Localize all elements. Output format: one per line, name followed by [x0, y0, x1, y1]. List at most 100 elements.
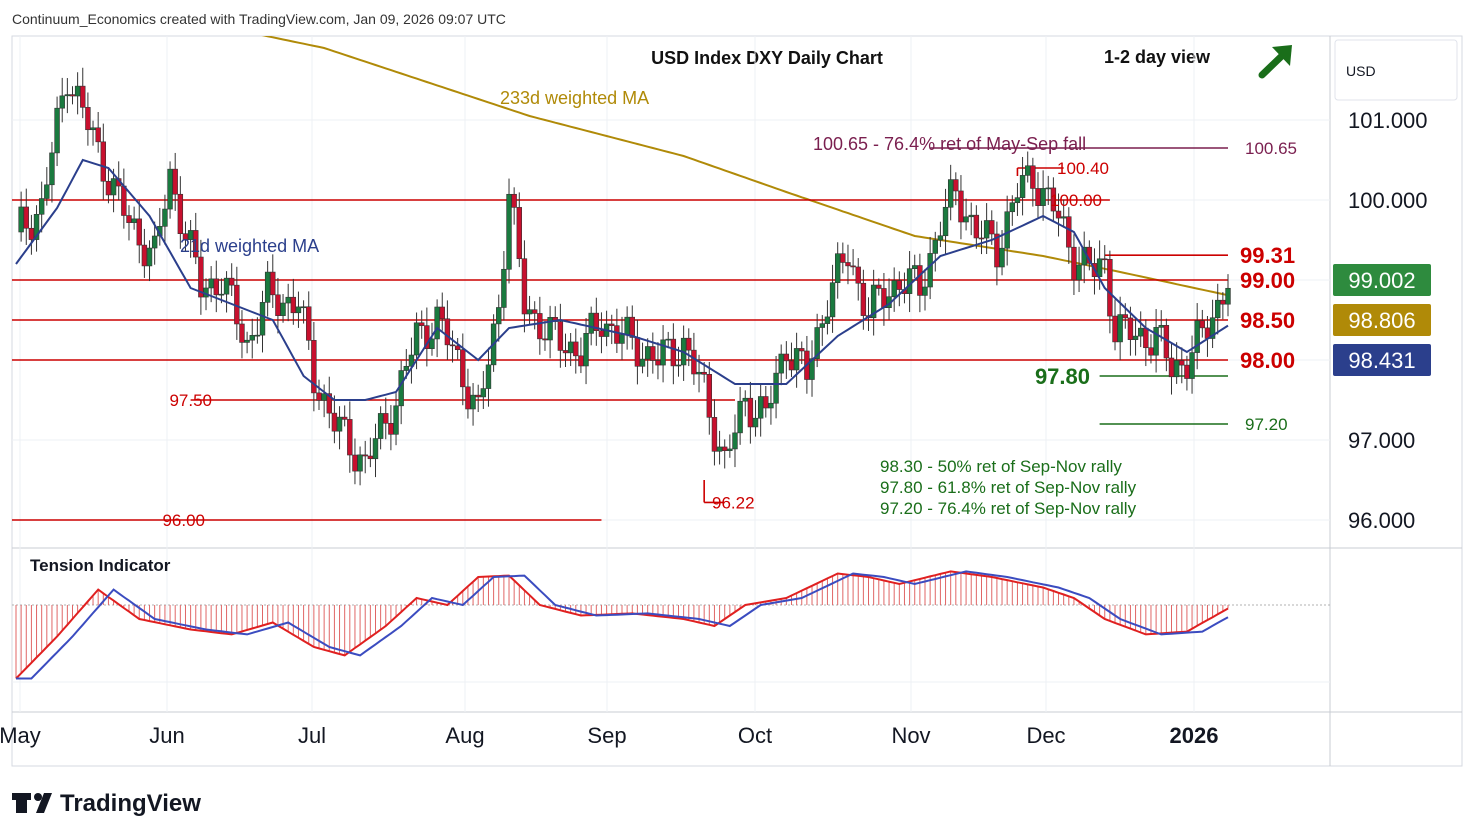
- candle-body: [912, 265, 918, 270]
- candle-body: [85, 107, 91, 131]
- candle-body: [1122, 314, 1128, 319]
- candle-body: [526, 309, 533, 315]
- candle-body: [588, 312, 594, 334]
- candle-body: [824, 316, 831, 324]
- candle-body: [1004, 211, 1010, 249]
- candle-body: [670, 338, 677, 367]
- y-tick-label: 100.000: [1348, 188, 1428, 213]
- candle-body: [1066, 216, 1072, 248]
- candle-body: [429, 338, 435, 349]
- candle-body: [485, 364, 492, 389]
- candle-body: [249, 335, 255, 341]
- candle-body: [151, 235, 158, 249]
- y-tick-label: 97.000: [1348, 428, 1415, 453]
- candle-body: [49, 152, 55, 186]
- candle-body: [742, 397, 748, 402]
- candle-body: [372, 438, 379, 460]
- candle-body: [711, 417, 718, 452]
- candle-body: [131, 218, 137, 223]
- level-label-97.50: 97.50: [169, 391, 212, 410]
- candle-body: [906, 268, 913, 294]
- candle-body: [727, 448, 733, 452]
- candle-body: [1225, 287, 1231, 305]
- currency-button[interactable]: USD: [1334, 39, 1458, 101]
- x-tick-label: Aug: [445, 723, 484, 748]
- candle-body: [578, 355, 584, 367]
- candle-body: [922, 286, 928, 296]
- candle-body: [644, 346, 651, 360]
- candle-body: [1014, 197, 1021, 204]
- candle-body: [64, 94, 71, 97]
- candle-body: [33, 213, 40, 240]
- candle-body: [167, 168, 173, 210]
- candle-body: [54, 107, 60, 154]
- y-tick-label: 96.000: [1348, 508, 1415, 533]
- candle-body: [567, 341, 574, 354]
- candle-body: [655, 360, 661, 366]
- candle-body: [470, 394, 476, 410]
- candle-body: [496, 307, 502, 325]
- candle-body: [1060, 216, 1067, 219]
- level-label-100.65: 100.65: [1245, 139, 1297, 158]
- candle-body: [942, 206, 949, 237]
- view-label: 1-2 day view: [1104, 47, 1211, 67]
- ma233-path: [261, 36, 1229, 297]
- candle-body: [321, 393, 327, 401]
- candle-body: [547, 317, 553, 341]
- candle-body: [1107, 259, 1113, 317]
- price-badge-text: 99.002: [1348, 268, 1415, 293]
- candle-body: [855, 266, 861, 284]
- level-label-96.00: 96.00: [162, 511, 205, 530]
- candle-body: [793, 348, 800, 371]
- candle-body: [141, 244, 148, 267]
- candle-body: [1158, 325, 1164, 328]
- candle-body: [788, 360, 795, 371]
- candle-body: [968, 214, 974, 218]
- candle-body: [136, 218, 142, 246]
- candle-body: [583, 333, 589, 367]
- candle-body: [537, 313, 543, 340]
- candle-body: [542, 338, 548, 341]
- candle-body: [439, 306, 445, 320]
- x-tick-label: Jul: [298, 723, 326, 748]
- candle-body: [264, 271, 271, 303]
- candle-body: [840, 253, 846, 263]
- candle-body: [1153, 327, 1159, 356]
- candle-body: [1194, 320, 1200, 353]
- candle-body: [1199, 320, 1206, 329]
- candle-body: [177, 193, 184, 234]
- candle-body: [1168, 357, 1175, 378]
- price-badge: [1333, 264, 1431, 296]
- candle-body: [686, 337, 692, 351]
- level-label-99.00: 99.00: [1240, 268, 1295, 293]
- candle-body: [516, 207, 522, 260]
- candle-body: [562, 350, 569, 354]
- candle-body: [326, 393, 332, 414]
- candle-body: [352, 454, 358, 472]
- candle-body: [701, 371, 707, 375]
- candle-body: [362, 454, 368, 457]
- candle-body: [1127, 317, 1134, 340]
- candle-body: [187, 230, 194, 240]
- candle-body: [722, 446, 728, 452]
- level-label-98.50: 98.50: [1240, 308, 1295, 333]
- candle-body: [403, 365, 410, 371]
- candle-body: [316, 392, 322, 401]
- candle-body: [1019, 175, 1026, 198]
- candle-body: [593, 312, 600, 331]
- candle-body: [1102, 258, 1108, 261]
- candle-body: [1132, 335, 1139, 340]
- candle-body: [95, 127, 101, 143]
- candle-body: [845, 262, 851, 267]
- candle-body: [275, 294, 281, 316]
- tension-signal-line: [16, 570, 1229, 680]
- candle-body: [557, 321, 564, 351]
- candle-body: [182, 233, 189, 240]
- candle-body: [963, 216, 969, 223]
- candle-body: [208, 278, 214, 289]
- candle-body: [691, 349, 697, 375]
- candle-body: [193, 230, 199, 258]
- candle-body: [870, 284, 877, 319]
- candle-body: [239, 323, 245, 343]
